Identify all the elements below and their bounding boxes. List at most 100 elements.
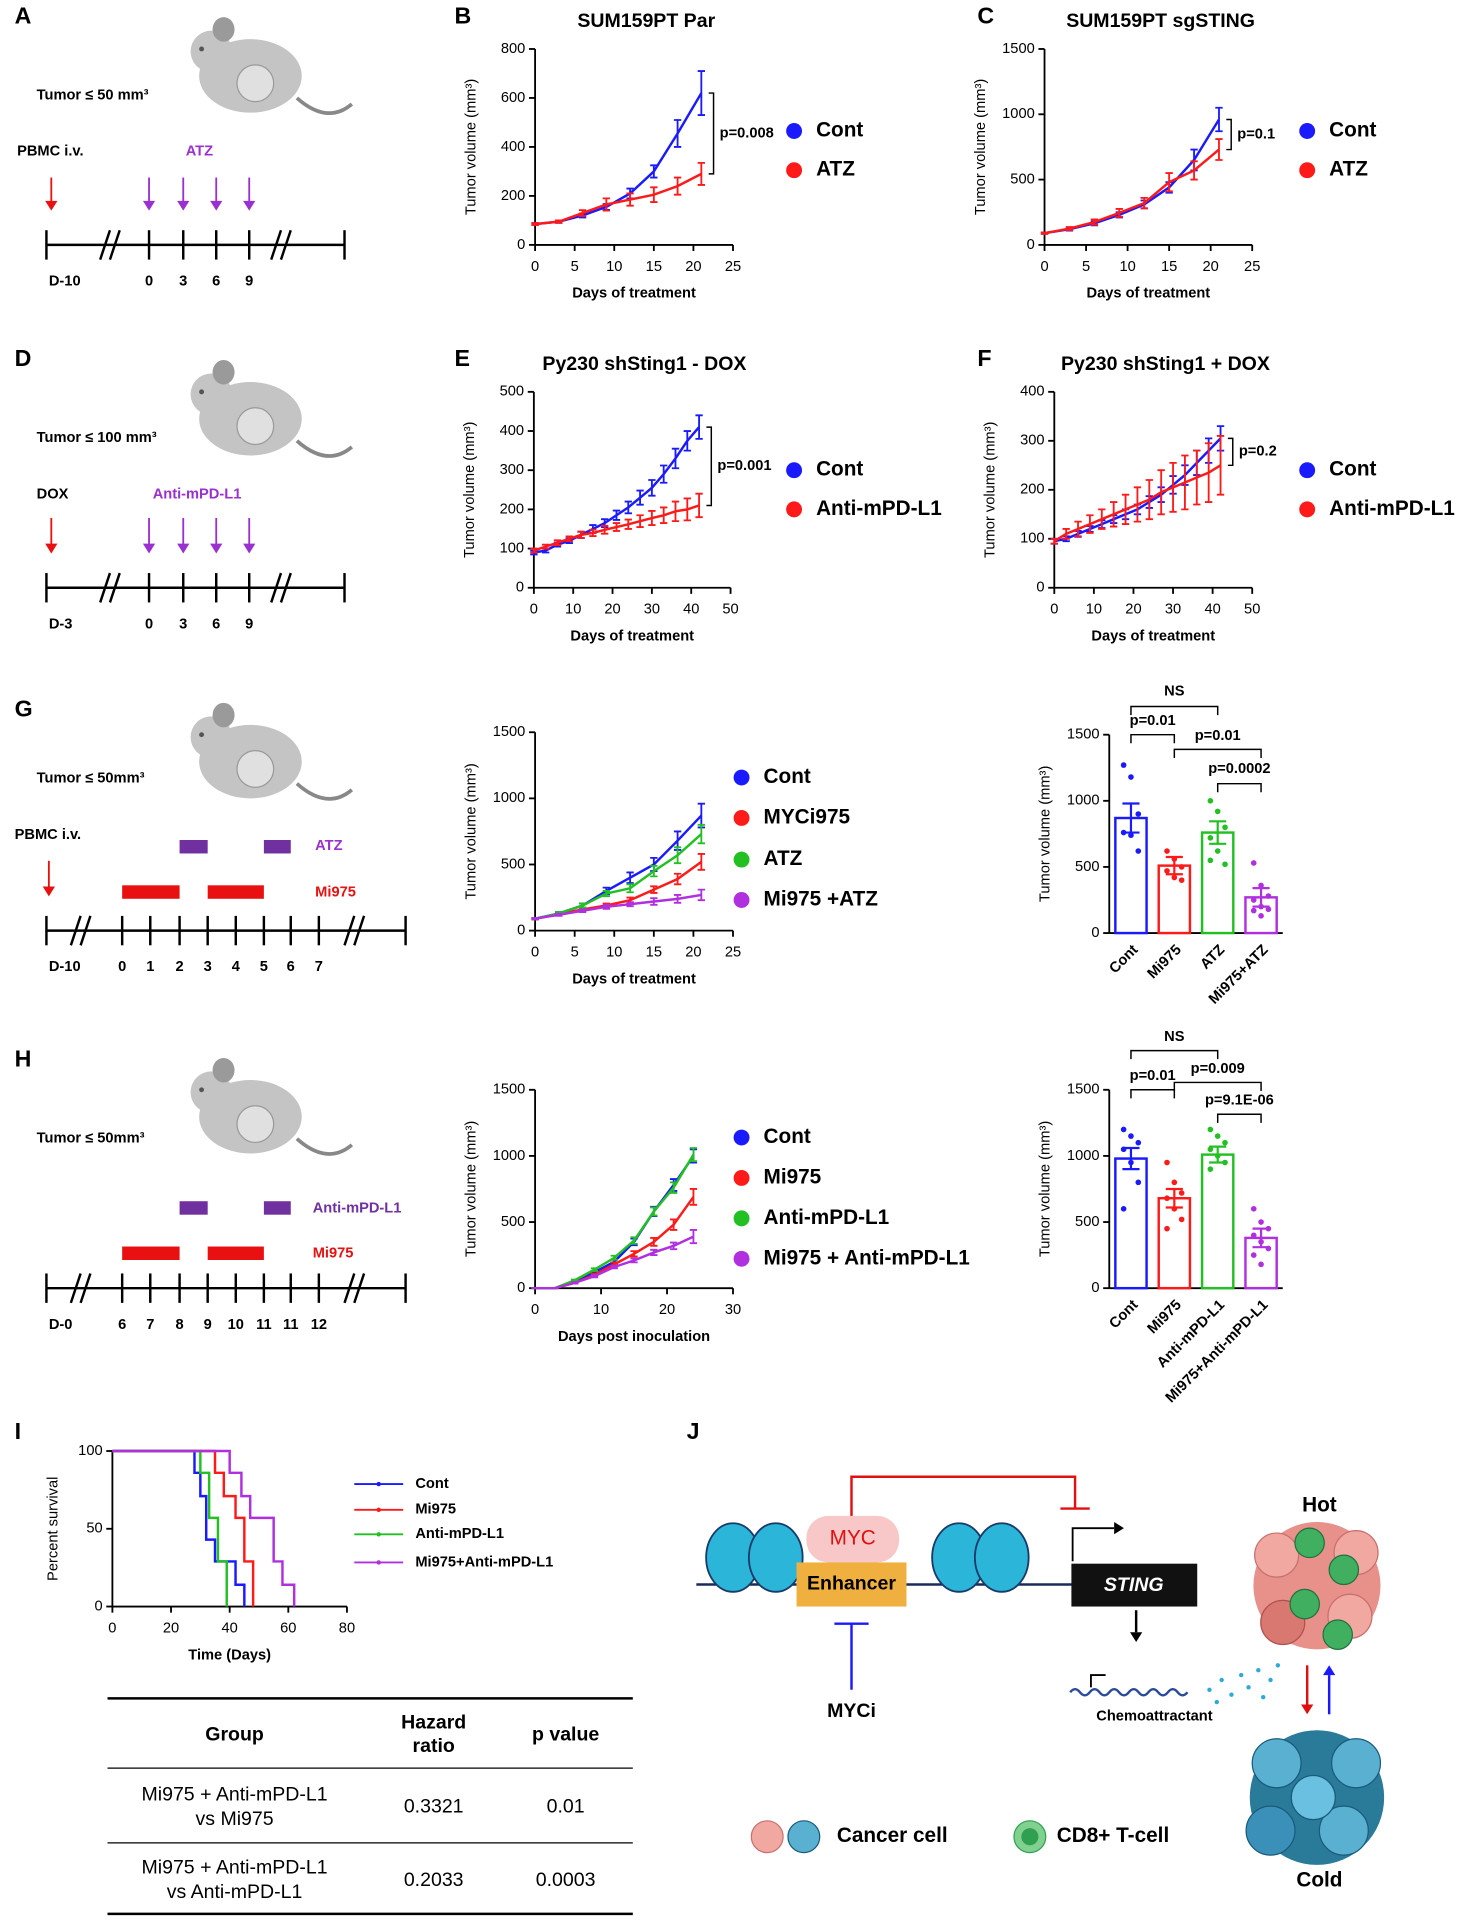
y-tick-label: 500 [1075,1214,1099,1230]
schedule-label: ATZ [186,144,213,160]
error-bar [1098,508,1106,530]
arrowhead [1114,1522,1124,1535]
error-bar [571,1278,579,1282]
bar [1114,1157,1148,1290]
schedule-bar [207,1246,264,1260]
panel-letter: J [687,1418,700,1444]
legend-label: Cont [764,765,811,788]
mouse-eye [199,732,205,738]
y-tick-label: 0 [516,580,524,596]
data-point [1128,1159,1134,1166]
x-axis-label: Days post inoculation [558,1329,710,1345]
x-tick-label: 80 [339,1620,355,1636]
x-tick-label: Mi975 [1145,942,1185,982]
error-bar [531,917,539,921]
y-tick-label: 200 [1020,482,1044,498]
axis-break [270,229,283,260]
timeline-label: 6 [212,616,220,632]
significance-bracket [1130,1089,1176,1099]
legend-label: Mi975 +ATZ [764,887,879,910]
error-bar [660,506,668,525]
p-value: p=0.01 [1195,728,1241,744]
timeline-label: 3 [179,273,187,289]
legend-label: Anti-mPD-L1 [816,497,942,520]
error-bar [542,543,550,550]
table-cell: 0.01 [547,1796,585,1818]
x-tick-label: 0 [531,259,539,275]
timeline-label: 3 [179,616,187,632]
error-bar [669,1241,678,1251]
error-bar [1145,479,1153,521]
x-tick-label: 0 [1050,602,1058,618]
error-bar [673,119,682,148]
mouse-eye [199,1087,205,1093]
arrowhead [177,200,190,211]
timeline-label: 11 [283,1317,298,1333]
series-line [112,1449,255,1607]
error-bar [578,908,587,914]
schedule-label: PBMC i.v. [17,144,83,160]
error-bar [650,1236,658,1247]
x-tick-label: 40 [222,1620,238,1636]
arrowhead [1130,1632,1143,1643]
legend-label: Mi975 [764,1165,822,1188]
legend-label: Cont [415,1476,448,1492]
timeline-label: 4 [232,959,241,975]
x-tick-label: 20 [604,602,620,618]
error-bar [626,192,634,207]
timeline-label: 10 [228,1317,244,1333]
legend-marker [1299,123,1316,139]
x-axis-label: Days of treatment [572,971,696,987]
myc-label: MYC [830,1527,876,1550]
error-bar [650,186,658,203]
data-point [1265,1225,1272,1232]
x-tick-label: Cont [1107,1297,1142,1332]
timeline-label: 6 [212,273,220,289]
panel-letter: C [977,2,994,28]
tss-arrow [1090,1674,1106,1688]
error-bar [1216,435,1225,496]
significance-bracket [1226,118,1232,151]
data-point [1258,1239,1264,1245]
legend-marker [733,1250,750,1267]
data-point [1135,1179,1142,1186]
series-line [534,172,702,226]
error-bar [612,522,621,532]
legend-label: Mi975 [415,1502,456,1518]
error-bar [602,890,611,898]
data-point [1171,856,1178,862]
axis-break [279,572,292,603]
chart-title: Py230 shSting1 - DOX [542,353,746,375]
x-tick-label: Cont [1107,942,1142,977]
x-tick-label: 25 [1244,259,1260,275]
data-point [1222,824,1228,831]
arrowhead [1301,1704,1314,1715]
x-tick-label: 30 [725,1302,741,1318]
x-tick-label: 20 [685,945,701,961]
data-point [1171,874,1178,881]
panel-letter: F [977,345,991,371]
error-bar [1157,469,1165,516]
axis-break [353,1273,366,1304]
panel-letter: H [15,1046,32,1072]
legend-marker [786,162,803,179]
timeline-label: 0 [118,959,126,975]
axis-break [69,915,82,946]
error-bar [697,802,705,829]
data-point [1214,848,1221,854]
y-tick-label: 0 [517,1280,525,1296]
data-point [1135,811,1142,817]
y-tick-label: 100 [78,1443,102,1459]
y-tick-label: 0 [94,1598,102,1614]
panel-letter: G [15,695,33,721]
table-header: Group [205,1723,264,1745]
hazard-table [107,1697,633,1916]
error-bar [630,1236,638,1245]
y-axis-label: Percent survival [46,1477,62,1581]
data-point [1250,1206,1257,1212]
data-point [1207,1146,1214,1153]
error-bar [648,510,656,526]
y-axis-label: Tumor volume (mm³) [973,79,989,215]
error-bar [697,161,705,186]
y-tick-label: 1000 [493,1148,526,1164]
